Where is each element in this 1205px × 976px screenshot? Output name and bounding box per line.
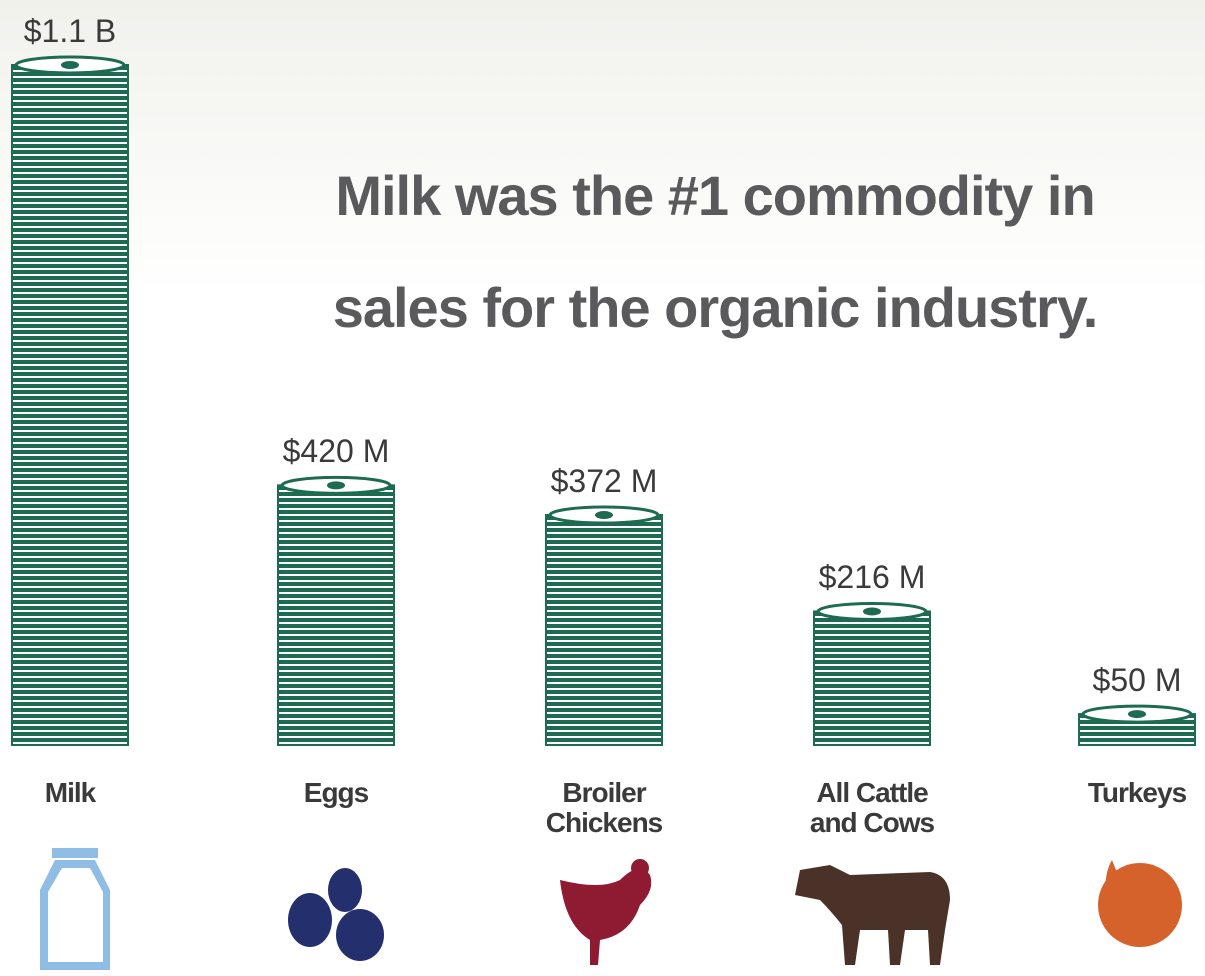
chicken-icon [560,859,652,965]
value-label: $50 M [1092,662,1182,699]
bill-seal [595,511,613,520]
bill-seal [61,61,79,69]
x-tick-label: Broiler Chickens [545,777,664,838]
bar [11,64,129,746]
bar [277,484,395,746]
turkey-icon [1098,860,1182,947]
value-label: $372 M [550,463,658,500]
chart-title: Milk was the #1 commodity in sales for t… [332,164,1099,339]
value-label: $1.1 B [23,13,117,49]
bill-seal [327,481,345,490]
bar [813,610,931,746]
value-label: $420 M [282,433,390,470]
x-tick-label: All Cattle and Cows [809,777,935,838]
x-tick-label: Turkeys [1087,777,1187,808]
bill-seal [1128,710,1146,719]
x-tick-label: Milk [44,777,96,808]
bill-seal [863,607,881,616]
milk-icon [40,848,110,970]
eggs-icon [288,868,384,961]
x-tick-label: Eggs [303,777,369,808]
bar [545,514,663,747]
cow-icon [795,865,950,965]
value-label: $216 M [818,559,926,596]
